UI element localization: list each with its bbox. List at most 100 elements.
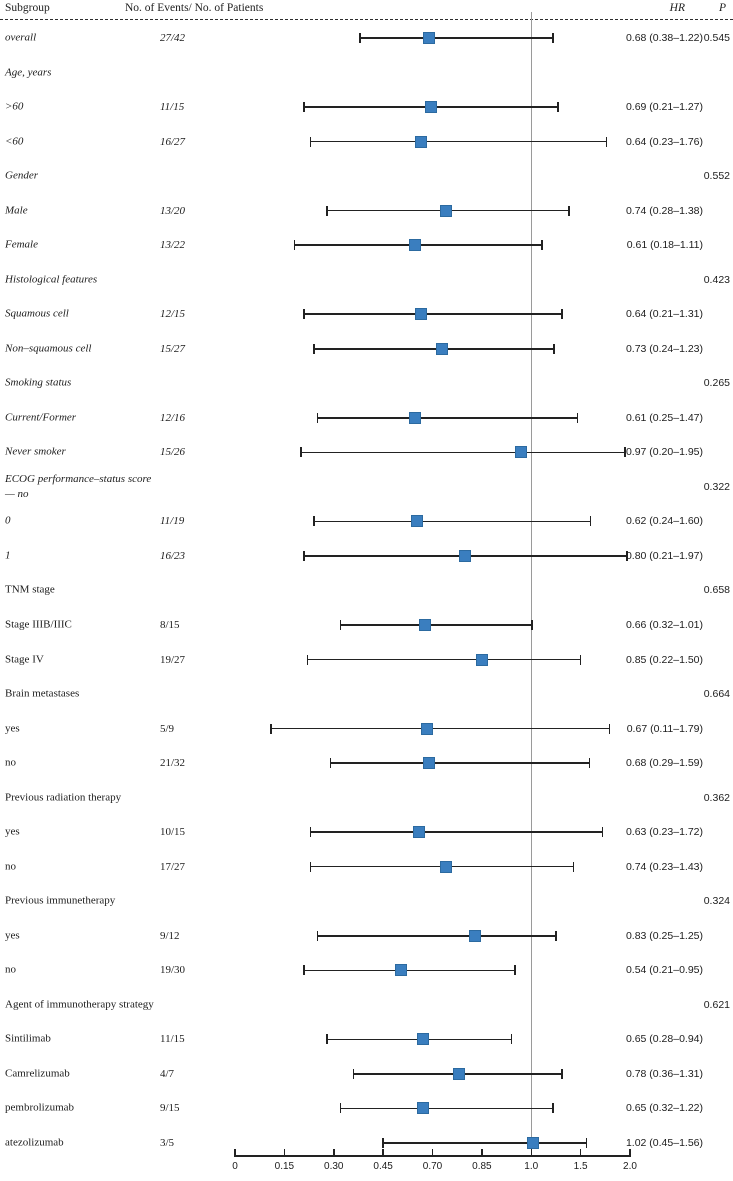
hazard-ratio-marker [394,964,407,977]
subgroup-row-label: overall [5,31,37,44]
subgroup-row-label: Sintilimab [5,1032,51,1045]
ci-upper-cap [576,412,579,423]
x-axis-tick [283,1148,286,1156]
events-patients-value: 13/22 [160,239,186,252]
subgroup-header-label: Previous immunetherapy [5,894,116,907]
subgroup-row-label: 1 [5,549,11,562]
events-patients-value: 27/42 [160,32,186,44]
hazard-ratio-marker [422,757,435,770]
hazard-ratio-marker [527,1136,540,1149]
ci-lower-cap [303,965,305,976]
events-patients-value: 11/15 [160,1033,185,1046]
subgroup-row-label: no [5,756,16,769]
ci-lower-cap [326,205,328,216]
p-value: 0.362 [703,791,730,804]
hr-ci-value: 0.97 (0.20–1.95) [625,446,703,459]
confidence-interval-line [310,140,607,143]
ci-upper-cap [510,1034,513,1045]
x-axis-tick [629,1148,631,1156]
subgroup-row-label: pembrolizumab [5,1101,75,1114]
subgroup-row-label: Current/Former [5,411,77,424]
subgroup-row-label: no [5,963,16,976]
hazard-ratio-marker [418,619,431,631]
events-patients-value: 12/15 [160,308,186,321]
subgroup-row-label: Non–squamous cell [5,342,92,355]
ci-lower-cap [313,516,315,527]
events-patients-value: 5/9 [160,722,175,735]
subgroup-row-label: atezolizumab [5,1136,64,1149]
hr-ci-value: 0.63 (0.23–1.72) [625,826,703,839]
hr-ci-value: 0.66 (0.32–1.01) [625,619,703,631]
hr-ci-value: 0.74 (0.28–1.38) [625,204,703,217]
hr-ci-value: 0.65 (0.32–1.22) [625,1102,703,1115]
subgroup-row-label: Squamous cell [5,307,69,320]
ci-upper-cap [557,102,559,113]
events-patients-value: 13/20 [160,204,186,217]
subgroup-row-label: no [5,860,16,873]
p-value: 0.552 [703,170,730,183]
subgroup-row-label: >60 [5,100,24,113]
subgroup-header-label: TNM stage [5,583,55,596]
subgroup-row-label: yes [5,722,20,735]
hazard-ratio-marker [439,860,452,873]
ci-upper-cap [568,205,570,216]
events-patients-value: 15/27 [160,342,186,355]
x-axis-tick [579,1148,582,1156]
x-axis-tick-label: 0.30 [324,1161,344,1172]
x-axis-tick [431,1148,434,1156]
subgroup-row-label: Stage IV [5,653,44,666]
confidence-interval-line [307,658,581,661]
ci-lower-cap [352,1068,355,1079]
ci-upper-cap [601,827,604,838]
events-patients-value: 8/15 [160,619,180,631]
x-axis-tick-label: 1.5 [573,1161,588,1172]
confidence-interval-line [314,520,591,523]
hazard-ratio-marker [414,135,427,148]
ci-upper-cap [553,343,555,354]
hazard-ratio-marker [422,32,435,44]
x-axis-tick-label: 0 [232,1161,238,1172]
ci-lower-cap [326,1034,328,1045]
events-patients-value: 4/7 [160,1067,175,1080]
hr-ci-value: 0.64 (0.21–1.31) [625,308,703,321]
subgroup-row-label: Female [5,238,38,251]
ci-lower-cap [339,620,342,630]
column-header-hr: HR [669,2,685,14]
column-header-p: P [718,2,726,14]
ci-upper-cap [579,654,582,665]
confidence-interval-line [304,969,515,972]
ci-upper-cap [552,1103,554,1114]
p-value: 0.324 [703,895,730,908]
p-value: 0.545 [703,32,730,44]
x-axis-tick-label: 0.45 [373,1161,393,1172]
hazard-ratio-marker [416,1102,429,1115]
subgroup-header-label: Agent of immunotherapy strategy [5,998,154,1011]
hr-ci-value: 0.85 (0.22–1.50) [625,653,703,666]
events-patients-value: 17/27 [160,860,186,873]
ci-upper-cap [585,1137,588,1148]
subgroup-row-label: Male [5,204,28,217]
subgroup-header-label: Histological features [5,273,98,286]
x-axis-tick-label: 1.0 [524,1161,539,1172]
hr-ci-value: 0.61 (0.18–1.11) [626,239,703,252]
subgroup-row-label: 0 [5,514,11,527]
ci-upper-cap [588,758,591,769]
p-value: 0.621 [703,998,730,1011]
events-patients-value: 19/27 [160,653,186,666]
ci-lower-cap [306,654,309,665]
ci-upper-cap [589,516,592,527]
hazard-ratio-marker [408,239,421,252]
x-axis-tick-label: 0.85 [472,1161,492,1172]
p-value: 0.322 [703,480,730,493]
hr-ci-value: 0.64 (0.23–1.76) [625,135,703,148]
x-axis-baseline [234,1155,631,1157]
hr-ci-value: 0.80 (0.21–1.97) [625,549,703,562]
ci-lower-cap [309,136,312,147]
subgroup-row-label: yes [5,825,20,838]
ci-lower-cap [313,343,315,354]
ci-lower-cap [309,827,312,838]
subgroup-row-label: Never smoker [5,445,66,458]
x-axis-tick-label: 2.0 [623,1161,637,1172]
confidence-interval-line [300,451,626,454]
